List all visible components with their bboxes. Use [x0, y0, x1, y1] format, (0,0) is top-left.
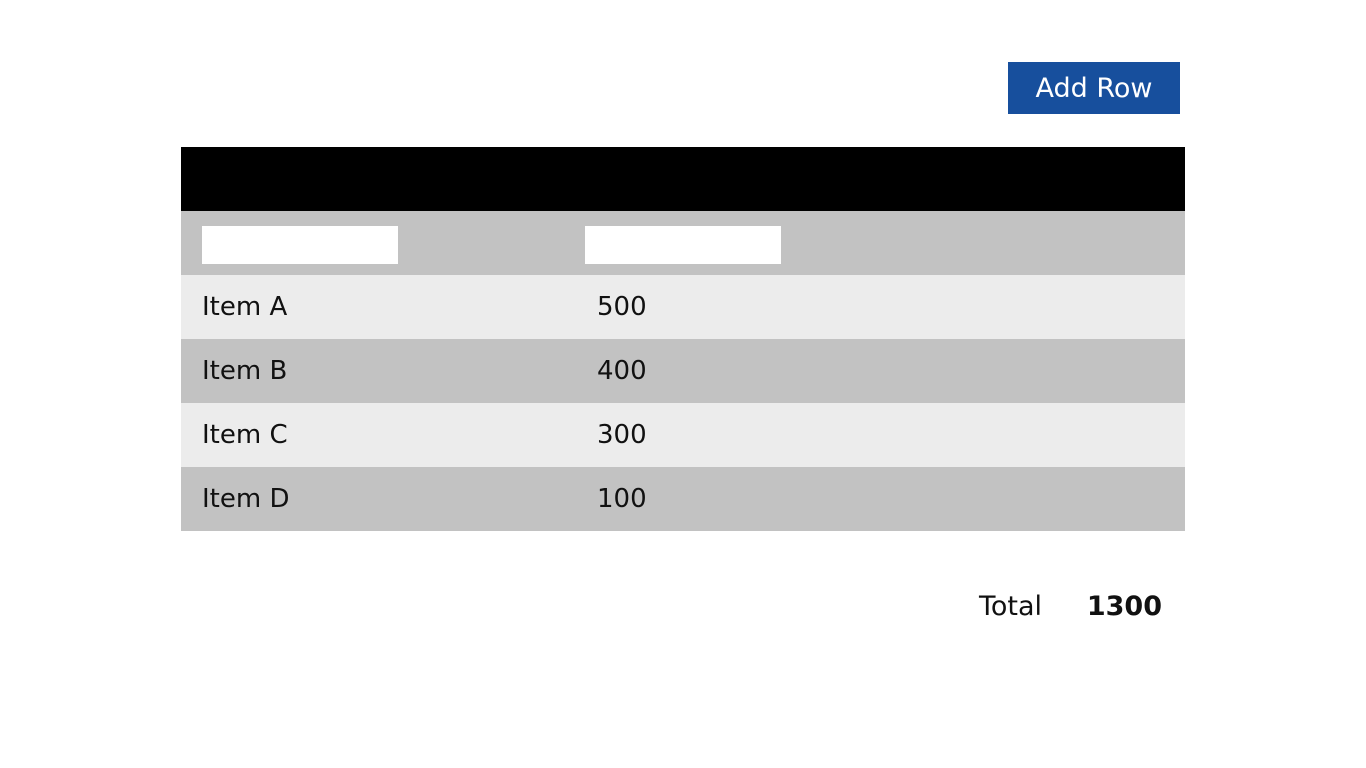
item-cell: Item D: [202, 484, 290, 514]
table-row: Item D 100: [181, 467, 1185, 531]
item-cell: Item A: [202, 292, 288, 322]
amount-cell: 100: [597, 484, 647, 514]
table-row: Item B 400: [181, 339, 1185, 403]
item-cell: Item B: [202, 356, 288, 386]
amount-cell: 300: [597, 420, 647, 450]
item-cell: Item C: [202, 420, 288, 450]
table-row: Item A 500: [181, 275, 1185, 339]
data-table: Item A 500 Item B 400 Item C 300 Item D 100: [181, 147, 1185, 531]
total-label: Total: [979, 591, 1043, 622]
amount-cell: 500: [597, 292, 647, 322]
total-value: 1300: [1086, 591, 1162, 622]
filter-input[interactable]: [585, 226, 781, 264]
filter-row: [181, 211, 1185, 275]
add-row-button[interactable]: Add Row: [1008, 62, 1180, 114]
table-header: [181, 147, 1185, 211]
amount-cell: 400: [597, 356, 647, 386]
table-body: Item A 500 Item B 400 Item C 300 Item D 100: [181, 275, 1185, 531]
filter-input[interactable]: [202, 226, 398, 264]
table-row: Item C 300: [181, 403, 1185, 467]
